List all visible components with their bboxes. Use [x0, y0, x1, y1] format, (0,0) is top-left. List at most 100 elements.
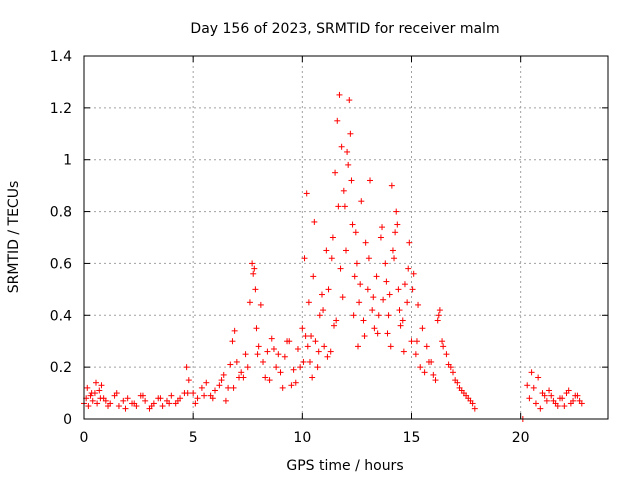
- data-point: [302, 333, 309, 340]
- data-point: [113, 390, 120, 397]
- data-point: [157, 395, 164, 402]
- data-point: [166, 400, 173, 407]
- data-point: [339, 294, 346, 301]
- data-point: [329, 234, 336, 241]
- data-point: [356, 299, 363, 306]
- data-point: [184, 390, 191, 397]
- data-point: [305, 299, 312, 306]
- data-point: [404, 299, 411, 306]
- data-point: [288, 382, 295, 389]
- data-point: [375, 312, 382, 319]
- data-point: [349, 221, 356, 228]
- data-point: [417, 364, 424, 371]
- data-point: [244, 364, 251, 371]
- data-point: [97, 395, 104, 402]
- data-point: [543, 397, 550, 404]
- y-tick-label: 0.8: [50, 205, 72, 221]
- data-point: [294, 345, 301, 352]
- chart-title: Day 156 of 2023, SRMTID for receiver mal…: [190, 21, 499, 37]
- data-point: [389, 247, 396, 254]
- data-point: [303, 190, 310, 197]
- data-point: [351, 273, 358, 280]
- data-point: [392, 229, 399, 236]
- data-point: [434, 317, 441, 324]
- data-point: [218, 377, 225, 384]
- data-point: [352, 229, 359, 236]
- data-point: [333, 317, 340, 324]
- x-tick-label: 10: [293, 430, 311, 446]
- data-point: [292, 379, 299, 386]
- data-point: [273, 364, 280, 371]
- data-point: [249, 260, 256, 267]
- data-point: [471, 405, 478, 412]
- grid-lines: [84, 56, 608, 419]
- data-point: [421, 369, 428, 376]
- data-point: [124, 395, 131, 402]
- data-point: [430, 371, 437, 378]
- data-point: [231, 327, 238, 334]
- data-point: [253, 325, 260, 332]
- x-tick-label: 20: [512, 430, 530, 446]
- y-axis-label: SRMTID / TECUs: [6, 181, 22, 294]
- data-point: [435, 312, 442, 319]
- data-point: [320, 307, 327, 314]
- data-point: [148, 403, 155, 410]
- data-point: [159, 403, 166, 410]
- data-point: [532, 400, 539, 407]
- data-point: [373, 273, 380, 280]
- data-point: [546, 387, 553, 394]
- data-point: [440, 343, 447, 350]
- data-points: [81, 91, 585, 422]
- data-point: [409, 286, 416, 293]
- data-point: [358, 198, 365, 205]
- axis-ticks: [83, 55, 608, 420]
- data-point: [559, 395, 566, 402]
- data-point: [361, 333, 368, 340]
- data-point: [227, 361, 234, 368]
- data-point: [262, 374, 269, 381]
- data-point: [115, 403, 122, 410]
- data-point: [240, 374, 247, 381]
- data-point: [85, 403, 92, 410]
- data-point: [246, 299, 253, 306]
- data-point: [563, 390, 570, 397]
- data-point: [334, 117, 341, 124]
- data-point: [346, 97, 353, 104]
- data-point: [105, 403, 112, 410]
- data-point: [306, 358, 313, 365]
- data-point: [297, 364, 304, 371]
- data-point: [371, 325, 378, 332]
- data-point: [364, 286, 371, 293]
- data-point: [365, 255, 372, 262]
- data-point: [384, 330, 391, 337]
- data-point: [454, 379, 461, 386]
- data-point: [383, 278, 390, 285]
- data-point: [87, 392, 94, 399]
- data-point: [350, 312, 357, 319]
- data-point: [385, 312, 392, 319]
- data-point: [324, 353, 331, 360]
- data-point: [281, 353, 288, 360]
- data-point: [336, 91, 343, 98]
- data-point: [233, 358, 240, 365]
- data-point: [537, 405, 544, 412]
- x-axis-label: GPS time / hours: [286, 458, 403, 474]
- data-point: [386, 291, 393, 298]
- y-tick-label: 1: [63, 153, 72, 169]
- data-point: [174, 397, 181, 404]
- data-point: [98, 382, 105, 389]
- data-point: [548, 392, 555, 399]
- data-point: [264, 348, 271, 355]
- y-tick-label: 0.2: [50, 360, 72, 376]
- data-point: [238, 369, 245, 376]
- data-point: [379, 224, 386, 231]
- data-point: [89, 397, 96, 404]
- data-point: [260, 358, 267, 365]
- data-point: [252, 286, 259, 293]
- data-point: [315, 348, 322, 355]
- data-point: [122, 405, 129, 412]
- data-point: [299, 325, 306, 332]
- data-point: [102, 397, 109, 404]
- data-point: [524, 382, 531, 389]
